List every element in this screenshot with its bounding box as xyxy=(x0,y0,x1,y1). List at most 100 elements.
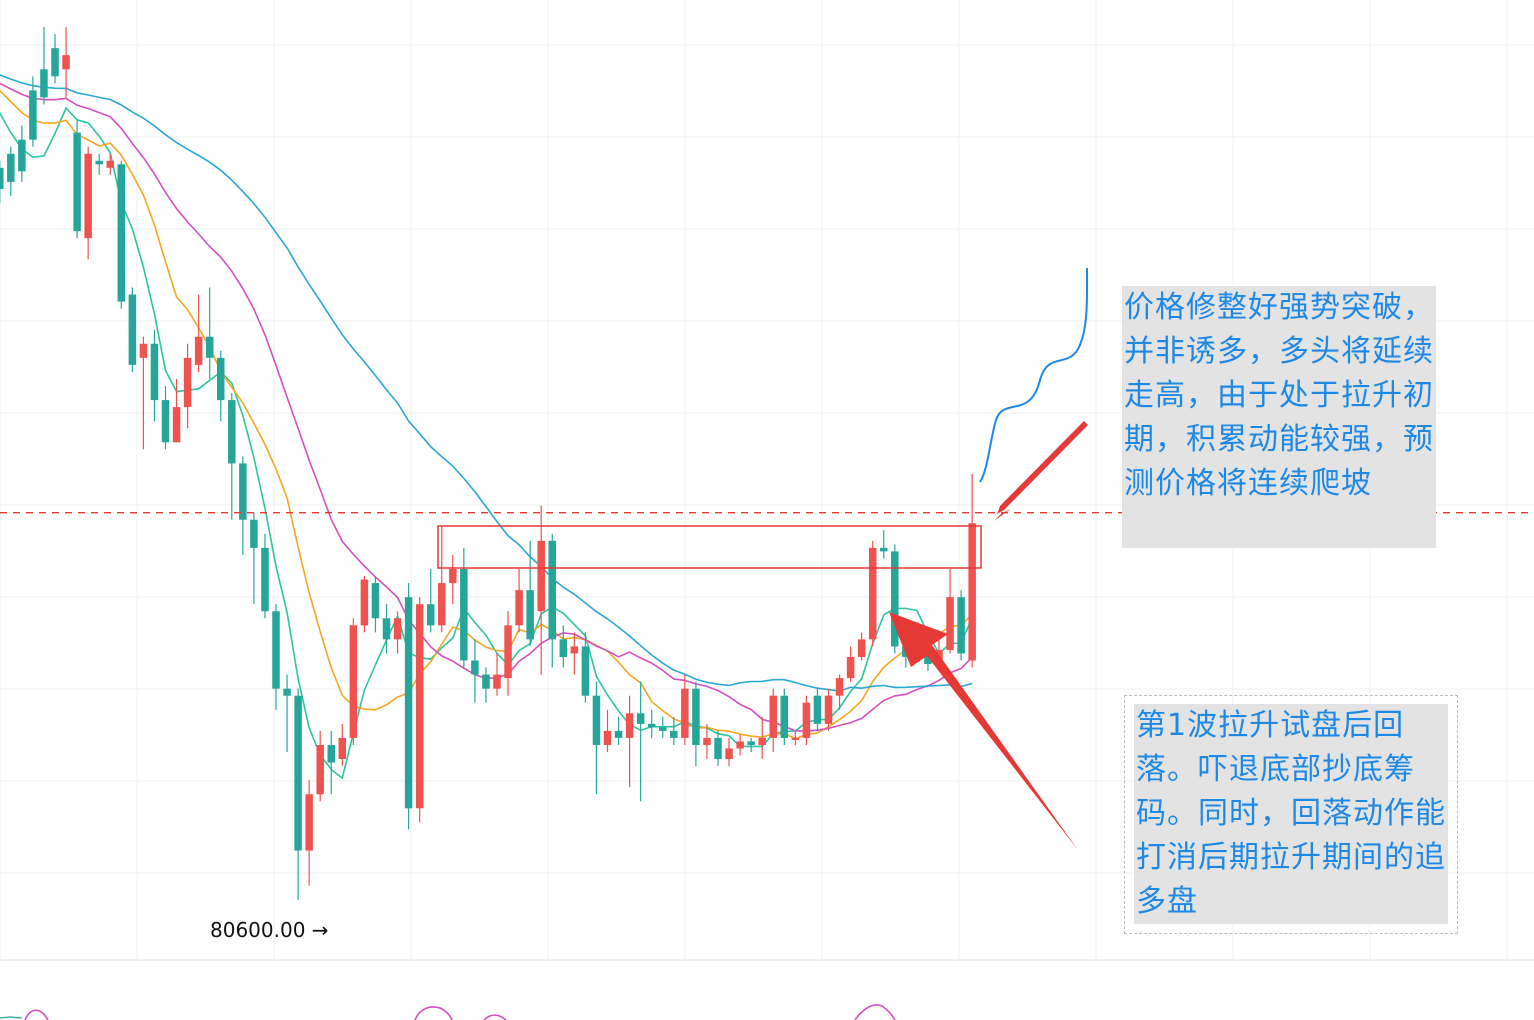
candle-body xyxy=(250,519,258,548)
candle-body xyxy=(194,336,203,365)
annotation-pullback-frame xyxy=(1124,695,1458,934)
candle-body xyxy=(482,674,490,689)
candle-body xyxy=(51,48,59,77)
candle-body xyxy=(239,463,247,520)
ma-mid-line xyxy=(0,89,973,740)
arrow-pullback xyxy=(889,612,1078,850)
candle-body xyxy=(868,547,877,640)
candle-body xyxy=(946,597,954,650)
candle-body xyxy=(504,625,512,679)
candle-body xyxy=(548,540,556,640)
candle-body xyxy=(515,590,523,626)
candle-body xyxy=(659,727,667,731)
candle-body xyxy=(360,579,369,626)
candle-body xyxy=(692,688,700,745)
candle-body xyxy=(172,407,181,443)
indicator-trace xyxy=(483,1014,507,1020)
candle-body xyxy=(283,688,291,696)
candle-body xyxy=(880,547,888,552)
annotation-pullback: 第1波拉升试盘后回落。吓退底部抄底筹码。同时，回落动作能打消后期拉升期间的追多盘 xyxy=(1134,704,1448,924)
candle-body xyxy=(769,695,777,738)
candle-body xyxy=(415,604,424,809)
resistance-box xyxy=(437,525,982,569)
arrow-breakout-head xyxy=(994,508,1012,521)
candle-body xyxy=(95,160,103,165)
candle-body xyxy=(570,646,579,654)
candle-body xyxy=(736,741,744,749)
indicator-trace xyxy=(854,1004,896,1020)
candle-body xyxy=(703,737,711,745)
candle-body xyxy=(272,611,280,689)
candle-body xyxy=(150,343,159,401)
low-price-label: 80600.00 → xyxy=(210,918,329,942)
candle-body xyxy=(29,90,37,140)
candle-body xyxy=(316,744,324,795)
candle-body xyxy=(714,737,722,760)
candle-body xyxy=(128,294,137,365)
candle-body xyxy=(228,400,236,464)
candle-body xyxy=(636,713,645,724)
candle-body xyxy=(592,695,601,745)
candle-body xyxy=(493,674,501,689)
candle-body xyxy=(802,702,811,738)
candle-body xyxy=(758,737,766,745)
candle-body xyxy=(327,744,335,763)
candle-body xyxy=(40,69,48,98)
candle-body xyxy=(780,695,789,738)
candle-body xyxy=(161,400,170,443)
candle-body xyxy=(393,618,402,640)
ma-slow-line xyxy=(0,82,973,733)
candle-body xyxy=(261,547,269,612)
indicator-trace xyxy=(414,1006,453,1020)
candle-body xyxy=(426,604,435,626)
candle-body xyxy=(449,569,457,584)
candle-body xyxy=(18,139,26,172)
candle-body xyxy=(117,164,126,302)
candle-body xyxy=(614,730,623,738)
candle-body xyxy=(382,618,391,640)
candle-body xyxy=(681,688,689,738)
candle-body xyxy=(835,678,844,696)
candle-body xyxy=(537,540,545,612)
indicator-trace xyxy=(0,1016,23,1019)
candle-body xyxy=(526,590,534,640)
candle-body xyxy=(62,55,70,70)
candle-body xyxy=(205,336,214,358)
candle-body xyxy=(813,695,822,724)
candle-body xyxy=(404,597,413,809)
candle-body xyxy=(670,730,678,738)
ma-long-line xyxy=(0,74,973,692)
candle-body xyxy=(968,523,976,661)
candle-body xyxy=(603,730,612,745)
candle-body xyxy=(857,639,866,657)
candle-body xyxy=(305,794,313,851)
candle-body xyxy=(471,660,479,675)
annotation-breakout: 价格修整好强势突破，并非诱多，多头将延续走高，由于处于拉升初期，积累动能较强，预… xyxy=(1122,286,1436,548)
candle-body xyxy=(625,713,634,738)
candle-body xyxy=(460,569,468,661)
candle-body xyxy=(957,597,965,654)
candle-body xyxy=(824,695,833,724)
candle-body xyxy=(846,656,855,679)
candle-body xyxy=(559,639,568,657)
indicator-trace xyxy=(24,1009,49,1020)
candle-body xyxy=(725,748,733,760)
candle-body xyxy=(338,737,347,760)
candle-body xyxy=(183,357,192,408)
candle-body xyxy=(438,583,446,626)
candle-body xyxy=(891,551,899,647)
candle-body xyxy=(791,737,800,740)
arrow-breakout xyxy=(997,421,1088,514)
candle-body xyxy=(581,646,590,696)
candle-body xyxy=(747,741,755,745)
candle-body xyxy=(139,343,148,358)
candle-body xyxy=(294,695,302,851)
candle-body xyxy=(73,132,81,232)
forecast-curve xyxy=(979,267,1089,483)
candle-body xyxy=(349,625,358,738)
candle-body xyxy=(0,167,4,189)
candle-body xyxy=(371,583,380,619)
candle-body xyxy=(7,153,15,182)
